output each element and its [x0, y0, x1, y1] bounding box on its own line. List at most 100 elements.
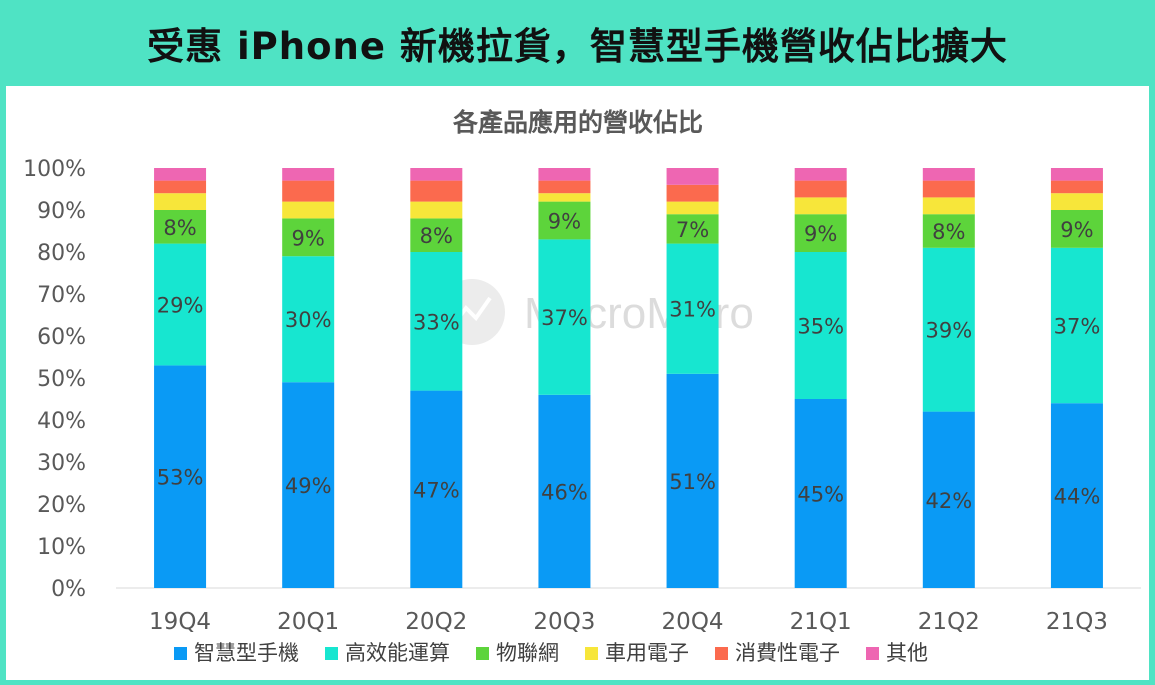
x-tick-label: 20Q1: [277, 609, 339, 635]
y-tick-label: 20%: [37, 493, 86, 518]
bar-segment: [666, 243, 719, 374]
bar-segment: [538, 394, 591, 588]
bar-segment: [410, 168, 463, 181]
bar-segment: [666, 201, 719, 215]
bar-segment: [666, 214, 719, 244]
bar-segment: [922, 168, 975, 181]
data-label: 46%: [541, 480, 588, 504]
bar-segment: [922, 214, 975, 248]
data-label: 53%: [157, 466, 204, 490]
y-tick-label: 90%: [37, 199, 86, 224]
bar-segment: [410, 252, 463, 391]
data-label: 7%: [676, 218, 709, 242]
bar-segment: [922, 197, 975, 215]
bar-segment: [794, 168, 847, 181]
bar-segment: [282, 168, 335, 181]
data-label: 30%: [285, 308, 332, 332]
data-label: 8%: [932, 220, 965, 244]
legend-swatch: [476, 647, 489, 660]
bar-segment: [1050, 403, 1103, 588]
data-label: 9%: [292, 226, 325, 250]
bar-segment: [538, 239, 591, 395]
y-tick-label: 40%: [37, 409, 86, 434]
bar-segment: [666, 168, 719, 185]
data-label: 45%: [797, 483, 844, 507]
legend-swatch: [585, 647, 598, 660]
bar-segment: [1050, 180, 1103, 194]
bar-segment: [538, 168, 591, 181]
bar-segment: [538, 193, 591, 202]
data-label: 8%: [420, 224, 453, 248]
bar-segment: [538, 180, 591, 194]
data-label: 35%: [797, 315, 844, 339]
bar-segment: [922, 180, 975, 198]
data-label: 9%: [548, 210, 581, 234]
bar-segment: [1050, 168, 1103, 181]
bar-segment: [922, 411, 975, 588]
data-label: 39%: [925, 319, 972, 343]
legend-swatch: [174, 647, 187, 660]
bar-segment: [154, 193, 207, 210]
data-label: 31%: [669, 298, 716, 322]
legend-label: 物聯網: [496, 641, 559, 665]
bar-segment: [410, 390, 463, 588]
data-label: 49%: [285, 474, 332, 498]
legend-label: 其他: [886, 641, 928, 665]
bar-segment: [410, 218, 463, 252]
bar-segment: [794, 252, 847, 399]
bar-segment: [922, 247, 975, 412]
bar-segment: [154, 243, 207, 366]
y-tick-label: 30%: [37, 451, 86, 476]
bar-segment: [794, 197, 847, 215]
chart-panel: 各產品應用的營收佔比 MacroMicro 0% 10% 20% 30% 40% 50% 6…: [6, 86, 1149, 680]
bar-segment: [282, 382, 335, 588]
legend-label: 高效能運算: [345, 641, 450, 665]
bar-segment: [1050, 193, 1103, 210]
data-label: 33%: [413, 310, 460, 334]
bar-segment: [666, 184, 719, 202]
bar-segment: [794, 180, 847, 198]
data-label: 47%: [413, 478, 460, 502]
legend-swatch: [715, 647, 728, 660]
data-label: 51%: [669, 470, 716, 494]
header-banner: 受惠 iPhone 新機拉貨，智慧型手機營收佔比擴大: [0, 0, 1155, 86]
x-tick-label: 21Q2: [918, 609, 980, 635]
data-label: 42%: [925, 489, 972, 513]
data-label: 8%: [163, 216, 196, 240]
bar-segment: [1050, 247, 1103, 404]
y-tick-label: 60%: [37, 325, 86, 350]
x-tick-label: 21Q3: [1046, 609, 1108, 635]
x-tick-label: 19Q4: [149, 609, 211, 635]
bar-segment: [154, 168, 207, 181]
legend-label: 消費性電子: [735, 641, 840, 665]
page-title: 受惠 iPhone 新機拉貨，智慧型手機營收佔比擴大: [147, 25, 1008, 68]
y-tick-label: 50%: [37, 367, 86, 392]
bar-segment: [282, 256, 335, 383]
x-tick-label: 20Q3: [533, 609, 595, 635]
bar-segment: [282, 180, 335, 202]
data-label: 9%: [1060, 218, 1093, 242]
y-tick-label: 0%: [51, 577, 86, 602]
y-tick-label: 100%: [23, 157, 86, 182]
bar-segment: [666, 373, 719, 588]
bar-segment: [410, 180, 463, 202]
data-label: 37%: [1054, 315, 1101, 339]
x-tick-label: 20Q4: [662, 609, 724, 635]
x-tick-label: 20Q2: [405, 609, 467, 635]
data-label: 37%: [541, 306, 588, 330]
bar-segment: [410, 201, 463, 219]
legend-label: 車用電子: [605, 641, 689, 665]
bar-segment: [1050, 210, 1103, 248]
chart-title: 各產品應用的營收佔比: [452, 108, 703, 137]
legend-label: 智慧型手機: [194, 641, 299, 665]
x-tick-label: 21Q1: [790, 609, 852, 635]
bar-segment: [282, 218, 335, 257]
bar-segment: [154, 180, 207, 194]
bar-segment: [538, 201, 591, 240]
legend-swatch: [866, 647, 879, 660]
data-label: 44%: [1054, 485, 1101, 509]
data-label: 29%: [157, 294, 204, 318]
y-tick-label: 70%: [37, 283, 86, 308]
bar-segment: [794, 214, 847, 252]
data-label: 9%: [804, 222, 837, 246]
